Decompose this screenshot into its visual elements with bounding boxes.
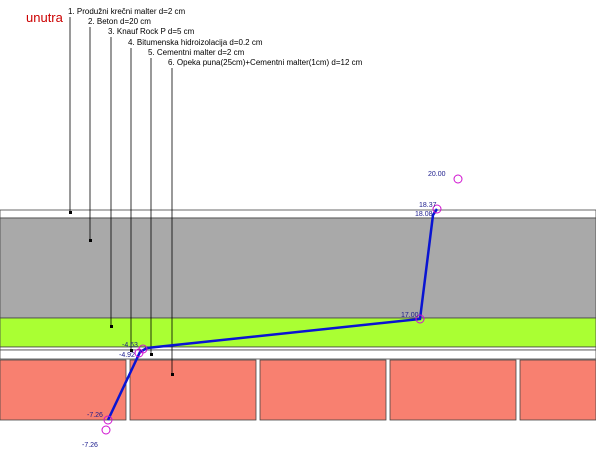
temperature-label: 18.37	[419, 202, 437, 209]
layer-label: 5. Cementni malter d=2 cm	[148, 48, 245, 57]
temperature-points	[101, 174, 463, 435]
layer-label: 2. Beton d=20 cm	[88, 17, 151, 26]
temperature-label: 17.00	[401, 312, 419, 319]
side-label: unutra	[26, 10, 64, 25]
layer-mortar	[0, 349, 596, 360]
layer-label: 3. Knauf Rock P d=5 cm	[108, 27, 195, 36]
layer-plaster	[0, 209, 596, 219]
temperature-label: 20.00	[428, 171, 446, 178]
layer-label: 1. Produžni krečni malter d=2 cm	[68, 7, 185, 16]
temperature-label: -7.26	[82, 442, 98, 449]
layer-label: 6. Opeka puna(25cm)+Cementni malter(1cm)…	[168, 58, 363, 67]
leader-dots	[69, 211, 174, 376]
temperature-line	[106, 208, 439, 421]
leader-lines	[69, 17, 173, 374]
temperature-label: -7.26	[87, 412, 103, 419]
layer-brick	[0, 359, 596, 421]
layer-label: 4. Bitumenska hidroizolacija d=0.2 cm	[128, 38, 263, 47]
temperature-label: -4.63	[122, 342, 138, 349]
layer-bitumen	[0, 346, 596, 351]
temperature-label: 18.08	[415, 211, 433, 218]
temperature-label: -4.92	[119, 352, 135, 359]
layer-concrete	[0, 217, 596, 319]
